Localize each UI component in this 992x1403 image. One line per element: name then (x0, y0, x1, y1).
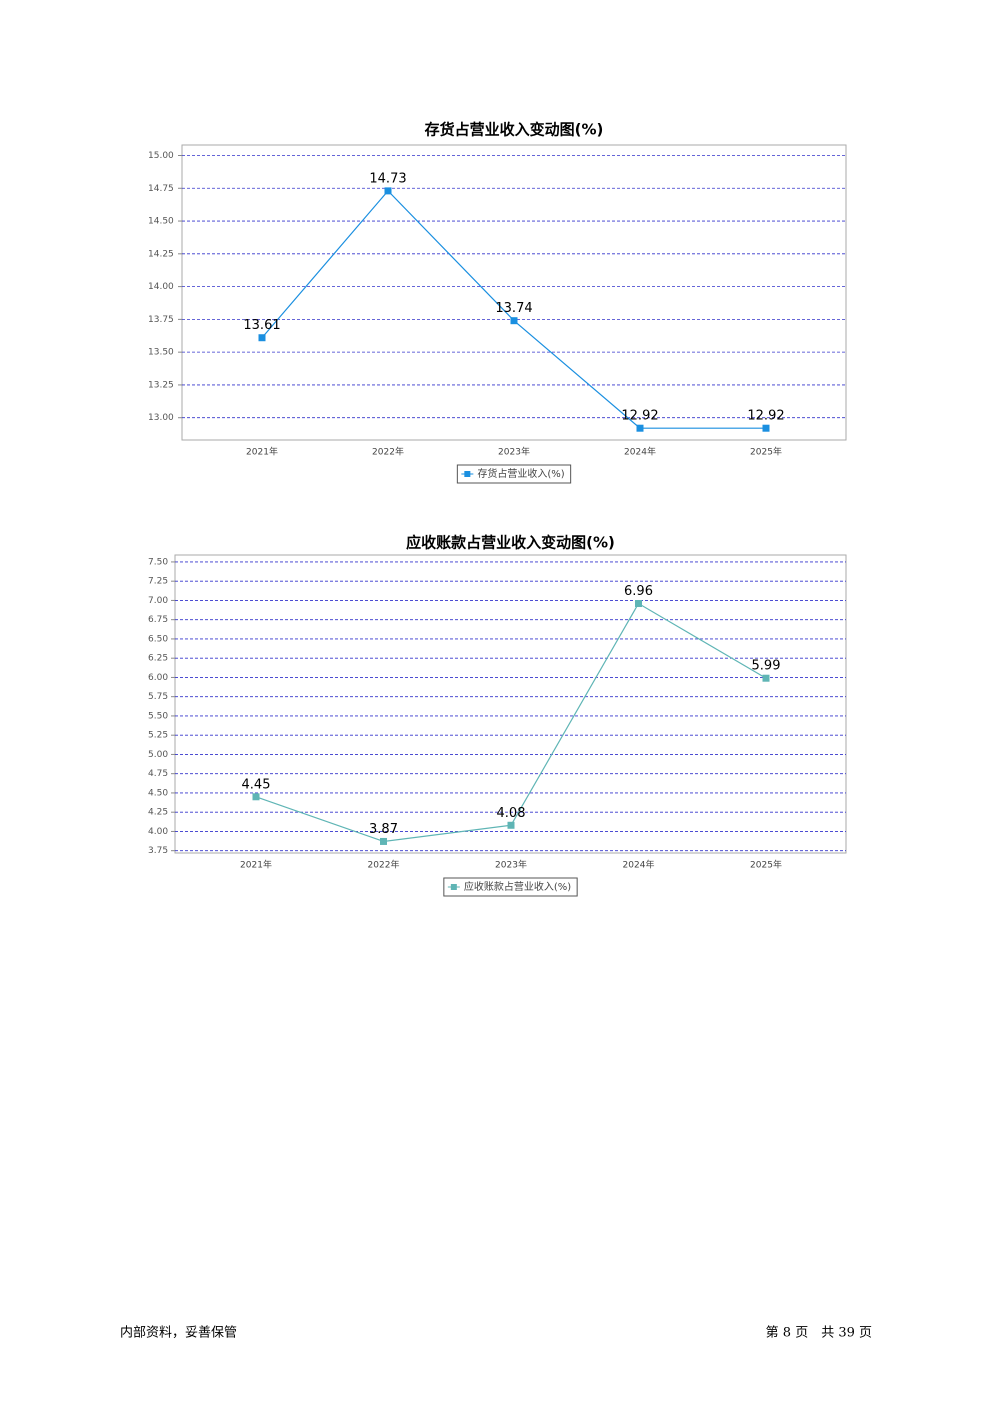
y-tick-label: 4.25 (148, 808, 168, 818)
y-tick-label: 4.75 (148, 769, 168, 779)
legend-label: 应收账款占营业收入(%) (464, 880, 571, 893)
legend (456, 464, 572, 484)
x-tick-label: 2022年 (368, 859, 400, 871)
y-tick-label: 14.50 (148, 217, 174, 227)
y-tick-label: 13.00 (148, 413, 174, 423)
y-tick-label: 6.00 (148, 673, 168, 683)
data-label: 12.92 (747, 409, 784, 424)
legend-marker (464, 471, 471, 477)
y-tick-label: 15.00 (148, 151, 174, 161)
x-tick-label: 2024年 (624, 446, 656, 458)
marker (636, 424, 644, 432)
data-label: 13.61 (243, 318, 280, 333)
y-tick-label: 14.00 (148, 282, 174, 292)
x-tick-label: 2021年 (240, 859, 272, 871)
data-label: 6.96 (624, 584, 653, 599)
plot-area (181, 144, 847, 441)
y-tick-label: 4.00 (148, 827, 168, 837)
data-label: 5.99 (752, 659, 781, 674)
plot-area (174, 554, 847, 854)
y-tick-label: 3.75 (148, 846, 168, 856)
marker (258, 334, 266, 342)
data-label: 14.73 (369, 171, 406, 186)
marker (380, 837, 387, 845)
y-tick-label: 14.75 (148, 184, 174, 194)
marker (762, 424, 770, 432)
marker (384, 187, 392, 195)
chart-title: 存货占营业收入变动图(%) (425, 121, 604, 139)
data-label: 4.45 (242, 777, 271, 792)
legend-marker (450, 884, 457, 890)
y-tick-label: 13.75 (148, 315, 174, 325)
x-tick-label: 2024年 (623, 859, 655, 871)
data-label: 12.92 (621, 409, 658, 424)
footer-right: 第 8 页 共 39 页 (766, 1326, 872, 1341)
y-tick-label: 5.75 (148, 692, 168, 702)
y-tick-label: 13.25 (148, 380, 174, 390)
x-tick-label: 2023年 (495, 859, 527, 871)
y-tick-label: 4.50 (148, 788, 168, 798)
y-tick-label: 5.50 (148, 711, 168, 721)
legend-label: 存货占营业收入(%) (477, 467, 564, 480)
chart-title: 应收账款占营业收入变动图(%) (406, 534, 615, 552)
y-tick-label: 13.50 (148, 348, 174, 358)
marker (635, 600, 642, 608)
y-tick-label: 7.25 (148, 577, 168, 587)
x-tick-label: 2025年 (750, 446, 782, 458)
data-label: 3.87 (369, 822, 398, 837)
y-tick-label: 6.25 (148, 654, 168, 664)
y-tick-label: 7.50 (148, 557, 168, 567)
y-tick-label: 6.75 (148, 615, 168, 625)
y-tick-label: 6.50 (148, 634, 168, 644)
x-tick-label: 2025年 (750, 859, 782, 871)
x-tick-label: 2022年 (372, 446, 404, 458)
x-tick-label: 2021年 (246, 446, 278, 458)
footer-left: 内部资料，妥善保管 (120, 1325, 237, 1341)
y-tick-label: 5.25 (148, 731, 168, 741)
y-tick-label: 14.25 (148, 249, 174, 259)
legend (443, 877, 578, 897)
marker (762, 674, 770, 682)
marker (510, 317, 518, 325)
data-label: 13.74 (495, 301, 532, 316)
marker (507, 821, 515, 829)
x-tick-label: 2023年 (498, 446, 530, 458)
y-tick-label: 7.00 (148, 596, 168, 606)
y-tick-label: 5.00 (148, 750, 168, 760)
marker (252, 793, 260, 801)
data-label: 4.08 (497, 806, 526, 821)
